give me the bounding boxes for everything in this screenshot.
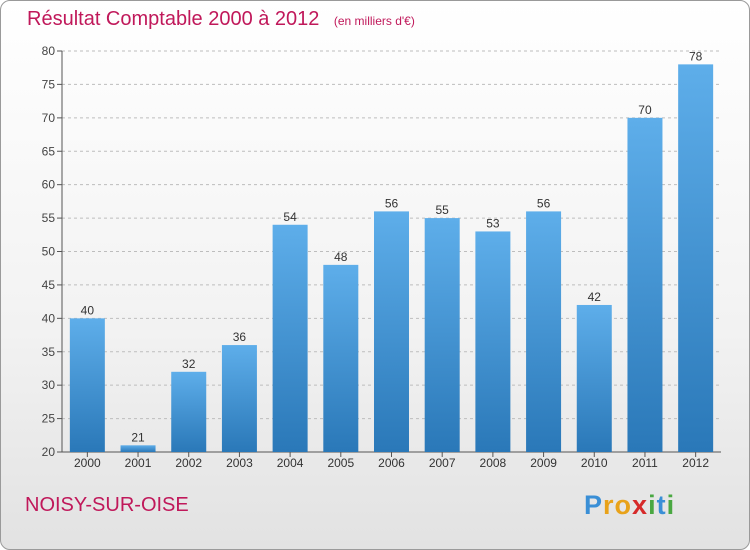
chart-subtitle: (en milliers d'€)	[333, 14, 415, 28]
value-label-2007: 55	[436, 203, 450, 217]
bar-2012	[678, 64, 714, 452]
x-tick-label-2010: 2010	[581, 456, 608, 470]
value-label-2011: 70	[638, 103, 652, 117]
bar-2002	[171, 371, 207, 452]
y-tick-label: 40	[42, 311, 56, 325]
y-tick-label: 80	[42, 44, 56, 58]
logo-letter: x	[632, 490, 649, 520]
x-tick-label-2005: 2005	[327, 456, 354, 470]
value-label-2008: 53	[486, 216, 500, 230]
x-tick-label-2001: 2001	[125, 456, 152, 470]
y-tick-label: 55	[42, 211, 56, 225]
bars	[69, 64, 714, 452]
chart-title: Résultat Comptable 2000 à 2012	[27, 8, 320, 30]
y-tick-label: 60	[42, 178, 56, 192]
y-tick-label: 45	[42, 278, 56, 292]
x-tick-label-2012: 2012	[682, 456, 709, 470]
y-tick-label: 30	[42, 378, 56, 392]
logo-letter: i	[648, 490, 657, 520]
labels: 20 25 30 35 40 45 50 55 60 65 70 75 80 40 2000 21 2001 32…	[42, 44, 710, 470]
y-tick-label: 25	[42, 412, 56, 426]
logo-letter: P	[584, 490, 604, 520]
x-tick-label-2006: 2006	[378, 456, 405, 470]
bar-2003	[221, 345, 257, 452]
x-tick-label-2011: 2011	[632, 456, 658, 470]
bar-2011	[627, 117, 663, 452]
y-tick-label: 50	[42, 245, 56, 259]
x-tick-label-2004: 2004	[277, 456, 304, 470]
logo-letter: t	[656, 490, 667, 520]
bar-2008	[475, 231, 511, 452]
value-label-2004: 54	[283, 210, 297, 224]
logo-letter: r	[603, 490, 615, 520]
x-tick-label-2000: 2000	[74, 456, 101, 470]
value-label-2010: 42	[588, 290, 602, 304]
value-label-2002: 32	[182, 357, 196, 371]
bar-2006	[374, 211, 409, 452]
bar-2005	[323, 264, 359, 452]
bar-2001	[120, 445, 156, 452]
bar-2000	[69, 318, 105, 452]
value-label-2000: 40	[81, 303, 95, 317]
bar-2004	[272, 224, 308, 452]
value-label-2009: 56	[537, 196, 551, 210]
logo-letter: i	[666, 490, 676, 520]
y-tick-label: 35	[42, 345, 56, 359]
bar-2007	[424, 218, 460, 452]
y-tick-label: 65	[42, 144, 56, 158]
proxiti-logo: Proxiti	[584, 490, 675, 521]
x-tick-label-2008: 2008	[480, 456, 507, 470]
x-tick-label-2002: 2002	[175, 456, 202, 470]
y-tick-label: 20	[42, 445, 56, 459]
value-label-2006: 56	[385, 196, 399, 210]
value-label-2003: 36	[233, 330, 247, 344]
y-tick-label: 70	[42, 111, 56, 125]
x-tick-label-2003: 2003	[226, 456, 253, 470]
value-label-2001: 21	[131, 430, 145, 444]
bar-2010	[576, 304, 612, 452]
value-label-2005: 48	[334, 250, 348, 264]
x-tick-label-2007: 2007	[429, 456, 456, 470]
city-name: NOISY-SUR-OISE	[25, 494, 189, 516]
logo-letter: o	[614, 490, 633, 520]
x-tick-label-2009: 2009	[530, 456, 557, 470]
chart-title-block: Résultat Comptable 2000 à 2012 (en milli…	[27, 8, 415, 31]
y-tick-label: 75	[42, 77, 56, 91]
value-label-2012: 78	[689, 49, 703, 63]
bar-2009	[526, 211, 562, 452]
